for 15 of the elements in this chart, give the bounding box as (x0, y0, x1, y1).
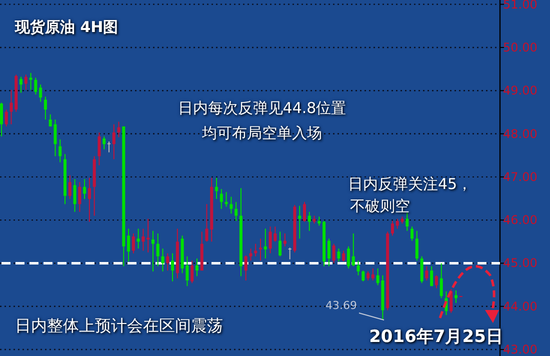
annotation: 不破则空 (350, 197, 410, 215)
annotation: 日内反弹关注45， (348, 175, 472, 193)
y-tick-label: 46.00 (503, 213, 538, 228)
y-tick-label: 43.00 (503, 342, 538, 356)
y-tick-label: 49.00 (503, 84, 538, 98)
annotation: 43.69 (326, 299, 357, 312)
y-tick-label: 50.00 (503, 40, 538, 54)
y-tick-label: 45.00 (503, 256, 538, 270)
y-tick-label: 44.00 (503, 299, 538, 314)
annotation: 日内整体上预计会在区间震荡 (15, 316, 223, 335)
title: 现货原油 4H图 (15, 18, 118, 36)
annotation: 日内每次反弹见44.8位置 (178, 99, 346, 117)
annotation: 均可布局空单入场 (202, 124, 322, 142)
y-tick-label: 47.00 (503, 170, 538, 184)
y-tick-label: 48.00 (503, 126, 538, 141)
